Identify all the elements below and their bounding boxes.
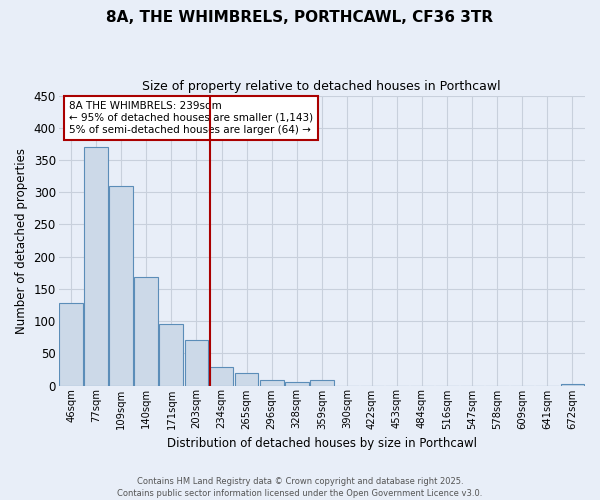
- X-axis label: Distribution of detached houses by size in Porthcawl: Distribution of detached houses by size …: [167, 437, 477, 450]
- Text: 8A, THE WHIMBRELS, PORTHCAWL, CF36 3TR: 8A, THE WHIMBRELS, PORTHCAWL, CF36 3TR: [106, 10, 494, 25]
- Bar: [260, 380, 284, 386]
- Bar: [235, 372, 259, 386]
- Text: 8A THE WHIMBRELS: 239sqm
← 95% of detached houses are smaller (1,143)
5% of semi: 8A THE WHIMBRELS: 239sqm ← 95% of detach…: [69, 102, 313, 134]
- Bar: [310, 380, 334, 386]
- Bar: [560, 384, 584, 386]
- Title: Size of property relative to detached houses in Porthcawl: Size of property relative to detached ho…: [142, 80, 501, 93]
- Text: Contains HM Land Registry data © Crown copyright and database right 2025.
Contai: Contains HM Land Registry data © Crown c…: [118, 476, 482, 498]
- Bar: [59, 303, 83, 386]
- Bar: [209, 367, 233, 386]
- Bar: [134, 278, 158, 386]
- Bar: [160, 324, 183, 386]
- Bar: [84, 147, 108, 386]
- Bar: [185, 340, 208, 386]
- Bar: [109, 186, 133, 386]
- Bar: [285, 382, 308, 386]
- Y-axis label: Number of detached properties: Number of detached properties: [15, 148, 28, 334]
